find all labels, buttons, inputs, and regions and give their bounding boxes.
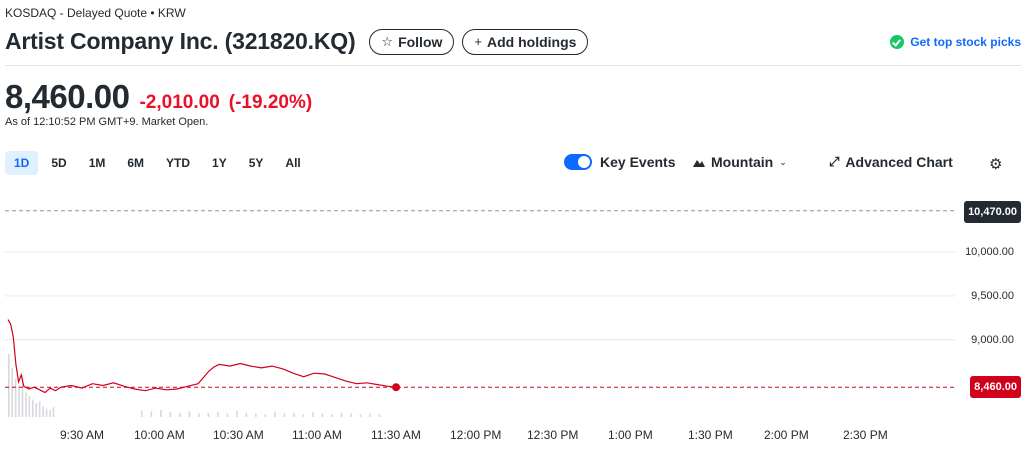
range-1d[interactable]: 1D	[5, 151, 39, 175]
top-stock-picks-link[interactable]: Get top stock picks	[890, 35, 1021, 49]
price-line	[7, 319, 397, 394]
quote-timestamp: As of 12:10:52 PM GMT+9. Market Open.	[5, 116, 209, 128]
price-change: -2,010.00	[139, 92, 220, 113]
key-events-label: Key Events	[600, 154, 676, 170]
volume-bar	[45, 408, 48, 417]
volume-bar	[38, 401, 41, 417]
volume-bar	[198, 413, 200, 417]
page-title: Artist Company Inc. (321820.KQ)	[5, 28, 356, 54]
y-tick-label: 9,500.00	[971, 290, 1014, 302]
x-tick-label: 2:00 PM	[764, 428, 809, 442]
volume-bar	[274, 411, 276, 417]
x-tick-label: 1:00 PM	[608, 428, 653, 442]
last-price-tag: 8,460.00	[970, 376, 1021, 398]
volume-bar	[293, 412, 295, 417]
range-selector: 1D 5D 1M 6M YTD 1Y 5Y All	[5, 151, 314, 175]
volume-bar	[11, 368, 14, 417]
volume-bar	[160, 410, 162, 417]
volume-bar	[264, 414, 267, 417]
key-events-toggle[interactable]: Key Events	[564, 154, 675, 170]
follow-label: Follow	[398, 33, 443, 50]
volume-bar	[340, 412, 343, 417]
volume-bar	[359, 414, 362, 417]
volume-bar	[35, 403, 38, 417]
volume-bar	[52, 407, 55, 417]
volume-bar	[321, 413, 324, 417]
volume-bar	[331, 414, 333, 417]
volume-bar	[350, 413, 352, 417]
check-circle-icon	[890, 35, 905, 49]
range-1m[interactable]: 1M	[88, 156, 106, 170]
volume-bar	[25, 392, 27, 417]
volume-bar	[369, 413, 371, 417]
x-tick-label: 10:30 AM	[213, 428, 264, 442]
volume-bar	[14, 378, 17, 417]
title-row: Artist Company Inc. (321820.KQ) ☆ Follow…	[5, 28, 589, 55]
volume-bar	[255, 413, 257, 417]
x-tick-label: 1:30 PM	[688, 428, 733, 442]
volume-bar	[49, 410, 51, 417]
header-divider	[5, 65, 1021, 66]
chart-type-dropdown[interactable]: Mountain ⌄	[693, 154, 787, 170]
exchange-info: KOSDAQ - Delayed Quote • KRW	[5, 6, 186, 20]
volume-bar	[28, 396, 31, 417]
range-all[interactable]: All	[285, 156, 301, 170]
volume-bar	[302, 414, 305, 417]
advanced-chart-button[interactable]: ⤢ Advanced Chart	[829, 154, 953, 170]
mountain-icon	[693, 159, 705, 167]
x-tick-label: 11:30 AM	[371, 428, 421, 442]
quote-row: 8,460.00 -2,010.00 (-19.20%)	[5, 78, 312, 116]
volume-bar	[217, 412, 219, 417]
volume-bar	[245, 412, 248, 417]
range-6m[interactable]: 6M	[127, 156, 145, 170]
volume-bar	[141, 410, 143, 417]
volume-bar	[188, 411, 191, 417]
volume-bar	[236, 410, 238, 417]
range-1y[interactable]: 1Y	[212, 156, 227, 170]
x-tick-label: 12:30 PM	[527, 428, 579, 442]
price-change-percent: (-19.20%)	[228, 92, 313, 113]
advanced-chart-label: Advanced Chart	[845, 154, 953, 170]
range-5y[interactable]: 5Y	[248, 156, 264, 170]
chevron-down-icon: ⌄	[779, 156, 787, 167]
volume-bar	[283, 413, 286, 417]
volume-bar	[226, 413, 229, 417]
add-holdings-label: Add holdings	[486, 33, 577, 50]
x-tick-label: 10:00 AM	[134, 428, 185, 442]
add-holdings-button[interactable]: + Add holdings	[462, 28, 589, 55]
price-chart	[5, 210, 955, 417]
x-tick-label: 11:00 AM	[292, 428, 342, 442]
x-tick-label: 12:00 PM	[450, 428, 502, 442]
volume-bar	[169, 412, 172, 417]
volume-bar	[312, 412, 314, 417]
follow-button[interactable]: ☆ Follow	[369, 28, 455, 55]
expand-icon: ⤢	[829, 154, 840, 169]
volume-bar	[207, 412, 210, 417]
previous-close-tag: 10,470.00	[964, 201, 1021, 223]
volume-bar	[8, 354, 10, 417]
x-tick-label: 2:30 PM	[843, 428, 888, 442]
y-tick-label: 9,000.00	[971, 334, 1014, 346]
last-price-dot	[392, 383, 401, 392]
volume-bar	[378, 414, 381, 417]
volume-bar	[42, 406, 44, 417]
toggle-switch-icon[interactable]	[564, 154, 592, 170]
volume-bar	[32, 399, 34, 417]
range-5d[interactable]: 5D	[51, 156, 67, 170]
plus-icon: +	[474, 34, 482, 49]
volume-bar	[150, 411, 153, 417]
chart-type-label: Mountain	[711, 154, 774, 170]
x-tick-label: 9:30 AM	[60, 428, 105, 442]
range-ytd[interactable]: YTD	[166, 156, 191, 170]
volume-bar	[179, 412, 181, 417]
volume-bar	[21, 375, 24, 417]
y-tick-label: 10,000.00	[965, 246, 1014, 258]
current-price: 8,460.00	[5, 78, 130, 115]
star-icon: ☆	[381, 33, 394, 49]
gear-icon[interactable]: ⚙	[989, 156, 1003, 173]
volume-bar	[18, 385, 20, 417]
top-picks-label: Get top stock picks	[910, 35, 1021, 49]
